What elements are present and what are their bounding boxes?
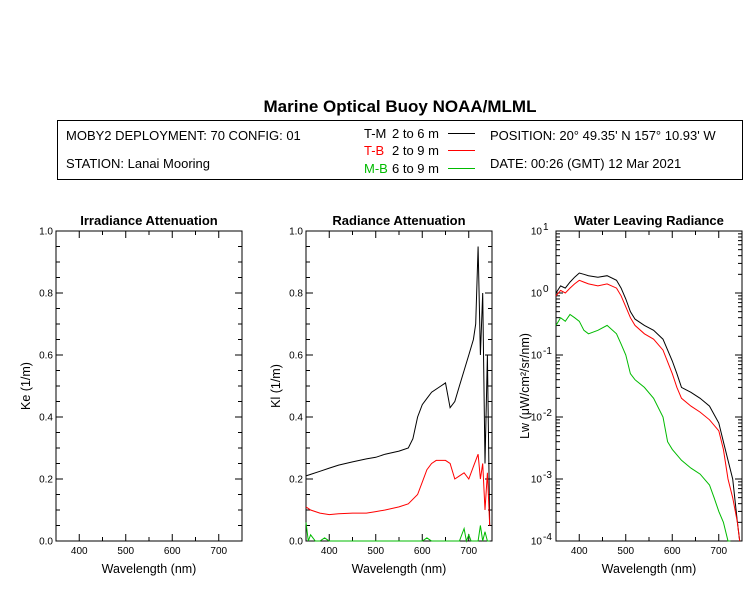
y-tick-label: 0.8 <box>289 289 303 300</box>
y-tick-label: 1.0 <box>289 227 303 238</box>
x-tick-label: 500 <box>367 546 384 557</box>
series-line-t-b <box>305 454 491 526</box>
y-axis-label: Kl (1/m) <box>269 364 283 408</box>
y-tick-label: 0.2 <box>39 475 53 486</box>
plot-frame <box>305 230 493 542</box>
legend-range-tb: 2 to 9 m <box>392 143 439 158</box>
y-tick-exponent: 1 <box>543 222 549 233</box>
y-tick-label: 1.0 <box>39 227 53 238</box>
y-tick-label: 0.4 <box>289 413 303 424</box>
legend-line-tb <box>448 150 475 151</box>
x-tick-label: 500 <box>617 546 634 557</box>
series-line-m-b <box>305 522 490 543</box>
y-tick-label: 0.0 <box>39 537 53 548</box>
page-title: Marine Optical Buoy NOAA/MLML <box>263 97 537 116</box>
series-line-t-m <box>305 246 491 526</box>
position-text: POSITION: 20° 49.35' N 157° 10.93' W <box>490 128 716 143</box>
date-text: DATE: 00:26 (GMT) 12 Mar 2021 <box>490 156 682 171</box>
y-tick-exponent: -4 <box>543 532 552 543</box>
series-line-t-b <box>555 279 741 542</box>
x-tick-label: 700 <box>210 546 227 557</box>
legend-line-tm <box>448 133 475 134</box>
legend-code-mb: M-B <box>364 161 388 176</box>
chart-title: Irradiance Attenuation <box>80 213 218 228</box>
series-line-m-b <box>555 313 731 542</box>
x-axis-label: Wavelength (nm) <box>102 562 197 576</box>
x-tick-label: 600 <box>664 546 681 557</box>
y-tick-label: 10 <box>531 537 543 548</box>
y-tick-label: 0.6 <box>289 351 303 362</box>
station-text: STATION: Lanai Mooring <box>66 156 211 171</box>
x-tick-label: 400 <box>571 546 588 557</box>
y-tick-label: 0.8 <box>39 289 53 300</box>
y-tick-label: 0.2 <box>289 475 303 486</box>
legend-code-tm: T-M <box>364 126 387 141</box>
legend-range-mb: 6 to 9 m <box>392 161 439 176</box>
info-box: MOBY2 DEPLOYMENT: 70 CONFIG: 01 STATION:… <box>57 120 743 180</box>
plot-frame <box>55 230 243 542</box>
x-tick-label: 700 <box>710 546 727 557</box>
y-tick-exponent: -2 <box>543 408 552 419</box>
y-tick-exponent: 0 <box>543 284 549 295</box>
y-tick-label: 10 <box>531 227 543 238</box>
legend-code-tb: T-B <box>364 143 385 158</box>
y-axis-label: Ke (1/m) <box>19 362 33 410</box>
deployment-text: MOBY2 DEPLOYMENT: 70 CONFIG: 01 <box>66 128 301 143</box>
y-tick-label: 0.6 <box>39 351 53 362</box>
y-axis-label: Lw (μW/cm²/sr/nm) <box>518 333 532 439</box>
chart-title: Water Leaving Radiance <box>574 213 724 228</box>
y-tick-label: 10 <box>531 413 543 424</box>
x-axis-label: Wavelength (nm) <box>352 562 447 576</box>
series-line-t-m <box>555 272 741 542</box>
x-tick-label: 400 <box>71 546 88 557</box>
x-tick-label: 600 <box>164 546 181 557</box>
y-tick-label: 0.0 <box>289 537 303 548</box>
x-tick-label: 400 <box>321 546 338 557</box>
y-tick-exponent: -1 <box>543 346 552 357</box>
chart-panel-0: Irradiance Attenuation 400 500 600 700 0.0 0.2… <box>19 213 243 576</box>
x-tick-label: 500 <box>117 546 134 557</box>
legend-range-tm: 2 to 6 m <box>392 126 439 141</box>
y-tick-label: 10 <box>531 351 543 362</box>
plot-frame <box>555 230 743 542</box>
x-axis-label: Wavelength (nm) <box>602 562 697 576</box>
x-tick-label: 700 <box>460 546 477 557</box>
y-tick-label: 10 <box>531 289 543 300</box>
chart-title: Radiance Attenuation <box>332 213 465 228</box>
legend-line-mb <box>448 168 475 169</box>
y-tick-label: 0.4 <box>39 413 53 424</box>
x-tick-label: 600 <box>414 546 431 557</box>
chart-panel-1: Radiance Attenuation 400 500 600 700 0.0 0.2 0.… <box>269 213 493 576</box>
y-tick-label: 10 <box>531 475 543 486</box>
y-tick-exponent: -3 <box>543 470 552 481</box>
